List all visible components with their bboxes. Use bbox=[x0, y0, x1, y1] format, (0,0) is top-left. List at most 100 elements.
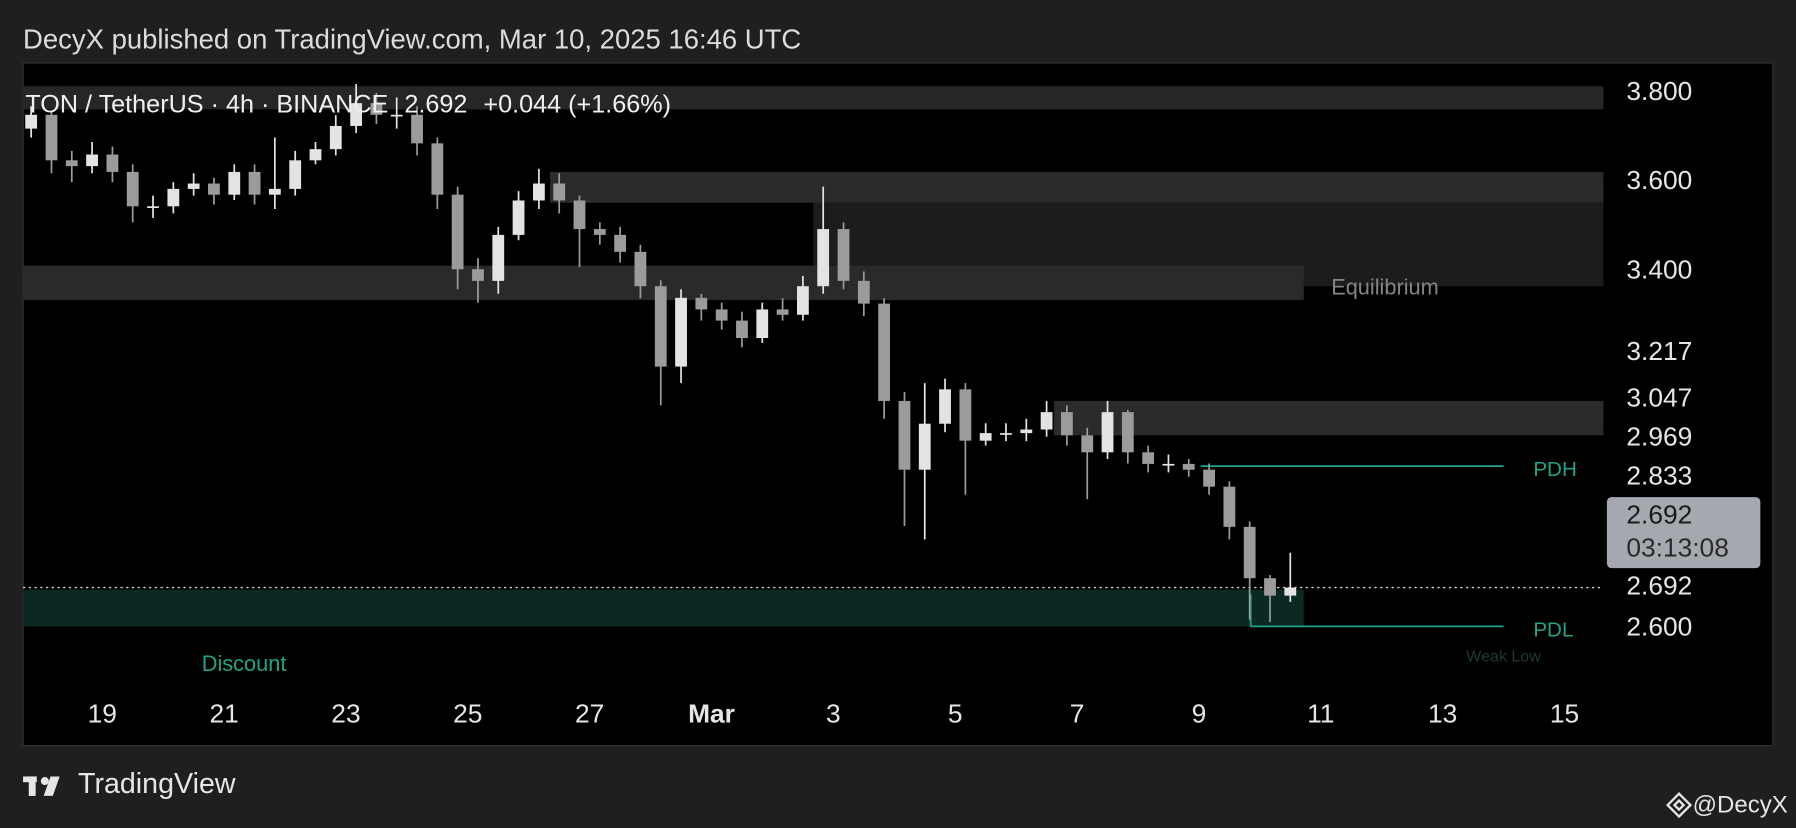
last-price-box bbox=[1606, 497, 1761, 569]
candle-body bbox=[370, 103, 383, 115]
candle-body bbox=[309, 149, 322, 161]
candle-body bbox=[208, 183, 220, 195]
candle-body bbox=[1203, 469, 1215, 487]
candle-body bbox=[25, 114, 38, 129]
symbol-line: TON / TetherUS · 4h · BINANCE 2.692 +0.044… bbox=[25, 90, 671, 118]
x-tick-label: 11 bbox=[1307, 699, 1334, 729]
candle-body bbox=[1162, 463, 1175, 466]
logo-part bbox=[43, 776, 60, 796]
candle-body bbox=[634, 251, 647, 287]
level-label: PDL bbox=[1533, 618, 1573, 641]
candle-body bbox=[187, 183, 200, 189]
published-line: DecyX published on TradingView.com, Mar … bbox=[23, 23, 801, 54]
brand-logo bbox=[23, 776, 60, 796]
candle-body bbox=[573, 200, 586, 230]
candle-body bbox=[837, 229, 850, 281]
candle-body bbox=[1121, 412, 1134, 453]
y-tick-label: 3.047 bbox=[1626, 383, 1692, 413]
candle-body bbox=[126, 171, 139, 207]
x-tick-label: 5 bbox=[948, 699, 963, 729]
candle-body bbox=[1020, 429, 1033, 434]
logo-part bbox=[28, 776, 36, 796]
candle-body bbox=[533, 183, 545, 201]
candle-body bbox=[979, 433, 992, 441]
author-icon bbox=[1665, 792, 1693, 819]
candle-body bbox=[248, 171, 261, 195]
candle-body bbox=[857, 280, 870, 304]
candle-body bbox=[796, 286, 809, 315]
candle-body bbox=[959, 389, 972, 441]
x-tick-label: Mar bbox=[688, 699, 735, 729]
header-change: +0.044 (+1.66%) bbox=[483, 90, 671, 118]
candle-body bbox=[106, 154, 119, 172]
y-tick-label: 3.400 bbox=[1626, 254, 1692, 284]
candle-body bbox=[817, 229, 830, 287]
candle-body bbox=[1223, 486, 1236, 527]
candle-body bbox=[878, 303, 891, 401]
zone bbox=[23, 589, 1304, 627]
candle-body bbox=[1182, 463, 1195, 470]
zone bbox=[550, 171, 1604, 203]
candle-body bbox=[411, 114, 423, 144]
candle-body bbox=[736, 320, 748, 339]
x-tick-label: 21 bbox=[209, 699, 238, 729]
candle-body bbox=[228, 171, 241, 195]
level-sublabel: Weak Low bbox=[1466, 648, 1541, 666]
candle-body bbox=[1264, 578, 1276, 596]
candle-body bbox=[492, 234, 505, 281]
x-tick-label: 13 bbox=[1428, 699, 1457, 729]
candle-body bbox=[756, 309, 769, 339]
y-tick-label: 2.833 bbox=[1626, 461, 1692, 491]
x-tick-label: 3 bbox=[826, 699, 841, 729]
candle-body bbox=[167, 188, 180, 207]
last-price-label: 2.692 bbox=[1626, 500, 1692, 530]
candle-body bbox=[390, 114, 403, 117]
candle-body bbox=[1142, 452, 1155, 464]
zone-label: Discount bbox=[202, 651, 287, 676]
candle-body bbox=[715, 309, 728, 321]
level-label: PDH bbox=[1533, 458, 1577, 481]
y-tick-label: 3.800 bbox=[1626, 76, 1692, 106]
header-price: 2.692 bbox=[404, 90, 467, 118]
candle-body bbox=[472, 269, 484, 281]
logo-part bbox=[40, 777, 49, 786]
countdown-label: 03:13:08 bbox=[1626, 533, 1728, 563]
candle-body bbox=[553, 183, 566, 201]
zone bbox=[23, 86, 1604, 110]
candle-body bbox=[1060, 412, 1073, 436]
candle-body bbox=[675, 297, 687, 367]
candle-body bbox=[1284, 587, 1297, 596]
candle-body bbox=[86, 154, 98, 167]
y-tick-label: 2.969 bbox=[1626, 422, 1692, 452]
candle-body bbox=[593, 229, 606, 235]
candle-body bbox=[147, 206, 159, 209]
y-tick-label: 2.600 bbox=[1626, 612, 1692, 642]
candle-body bbox=[1243, 526, 1256, 579]
y-tick-label: 3.217 bbox=[1626, 336, 1692, 366]
candle-body bbox=[1101, 412, 1114, 453]
plot: Equilibrium Discount PDH PDL Weak Low 19 21 23 2… bbox=[23, 76, 1761, 729]
candle-body bbox=[451, 194, 464, 270]
candle-body bbox=[1040, 412, 1053, 430]
candle-body bbox=[289, 160, 302, 189]
x-tick-label: 27 bbox=[575, 699, 604, 729]
candle-body bbox=[431, 143, 444, 195]
x-tick-label: 19 bbox=[88, 699, 117, 729]
candle-body bbox=[350, 103, 363, 126]
x-tick-label: 25 bbox=[453, 699, 482, 729]
y-tick-label: 2.692 bbox=[1626, 571, 1692, 601]
candle-body bbox=[1000, 433, 1012, 435]
candle-body bbox=[329, 125, 342, 150]
x-tick-label: 9 bbox=[1192, 699, 1207, 729]
candle-body bbox=[614, 234, 627, 252]
candle-body bbox=[65, 160, 78, 167]
candle-body bbox=[512, 200, 525, 235]
brand-name: TradingView bbox=[78, 768, 236, 800]
candle-body bbox=[268, 188, 281, 195]
candle-body bbox=[776, 309, 789, 315]
zone-label: Equilibrium bbox=[1331, 274, 1439, 299]
x-tick-label: 7 bbox=[1070, 699, 1085, 729]
symbol: TON / TetherUS · 4h · BINANCE bbox=[25, 90, 388, 118]
